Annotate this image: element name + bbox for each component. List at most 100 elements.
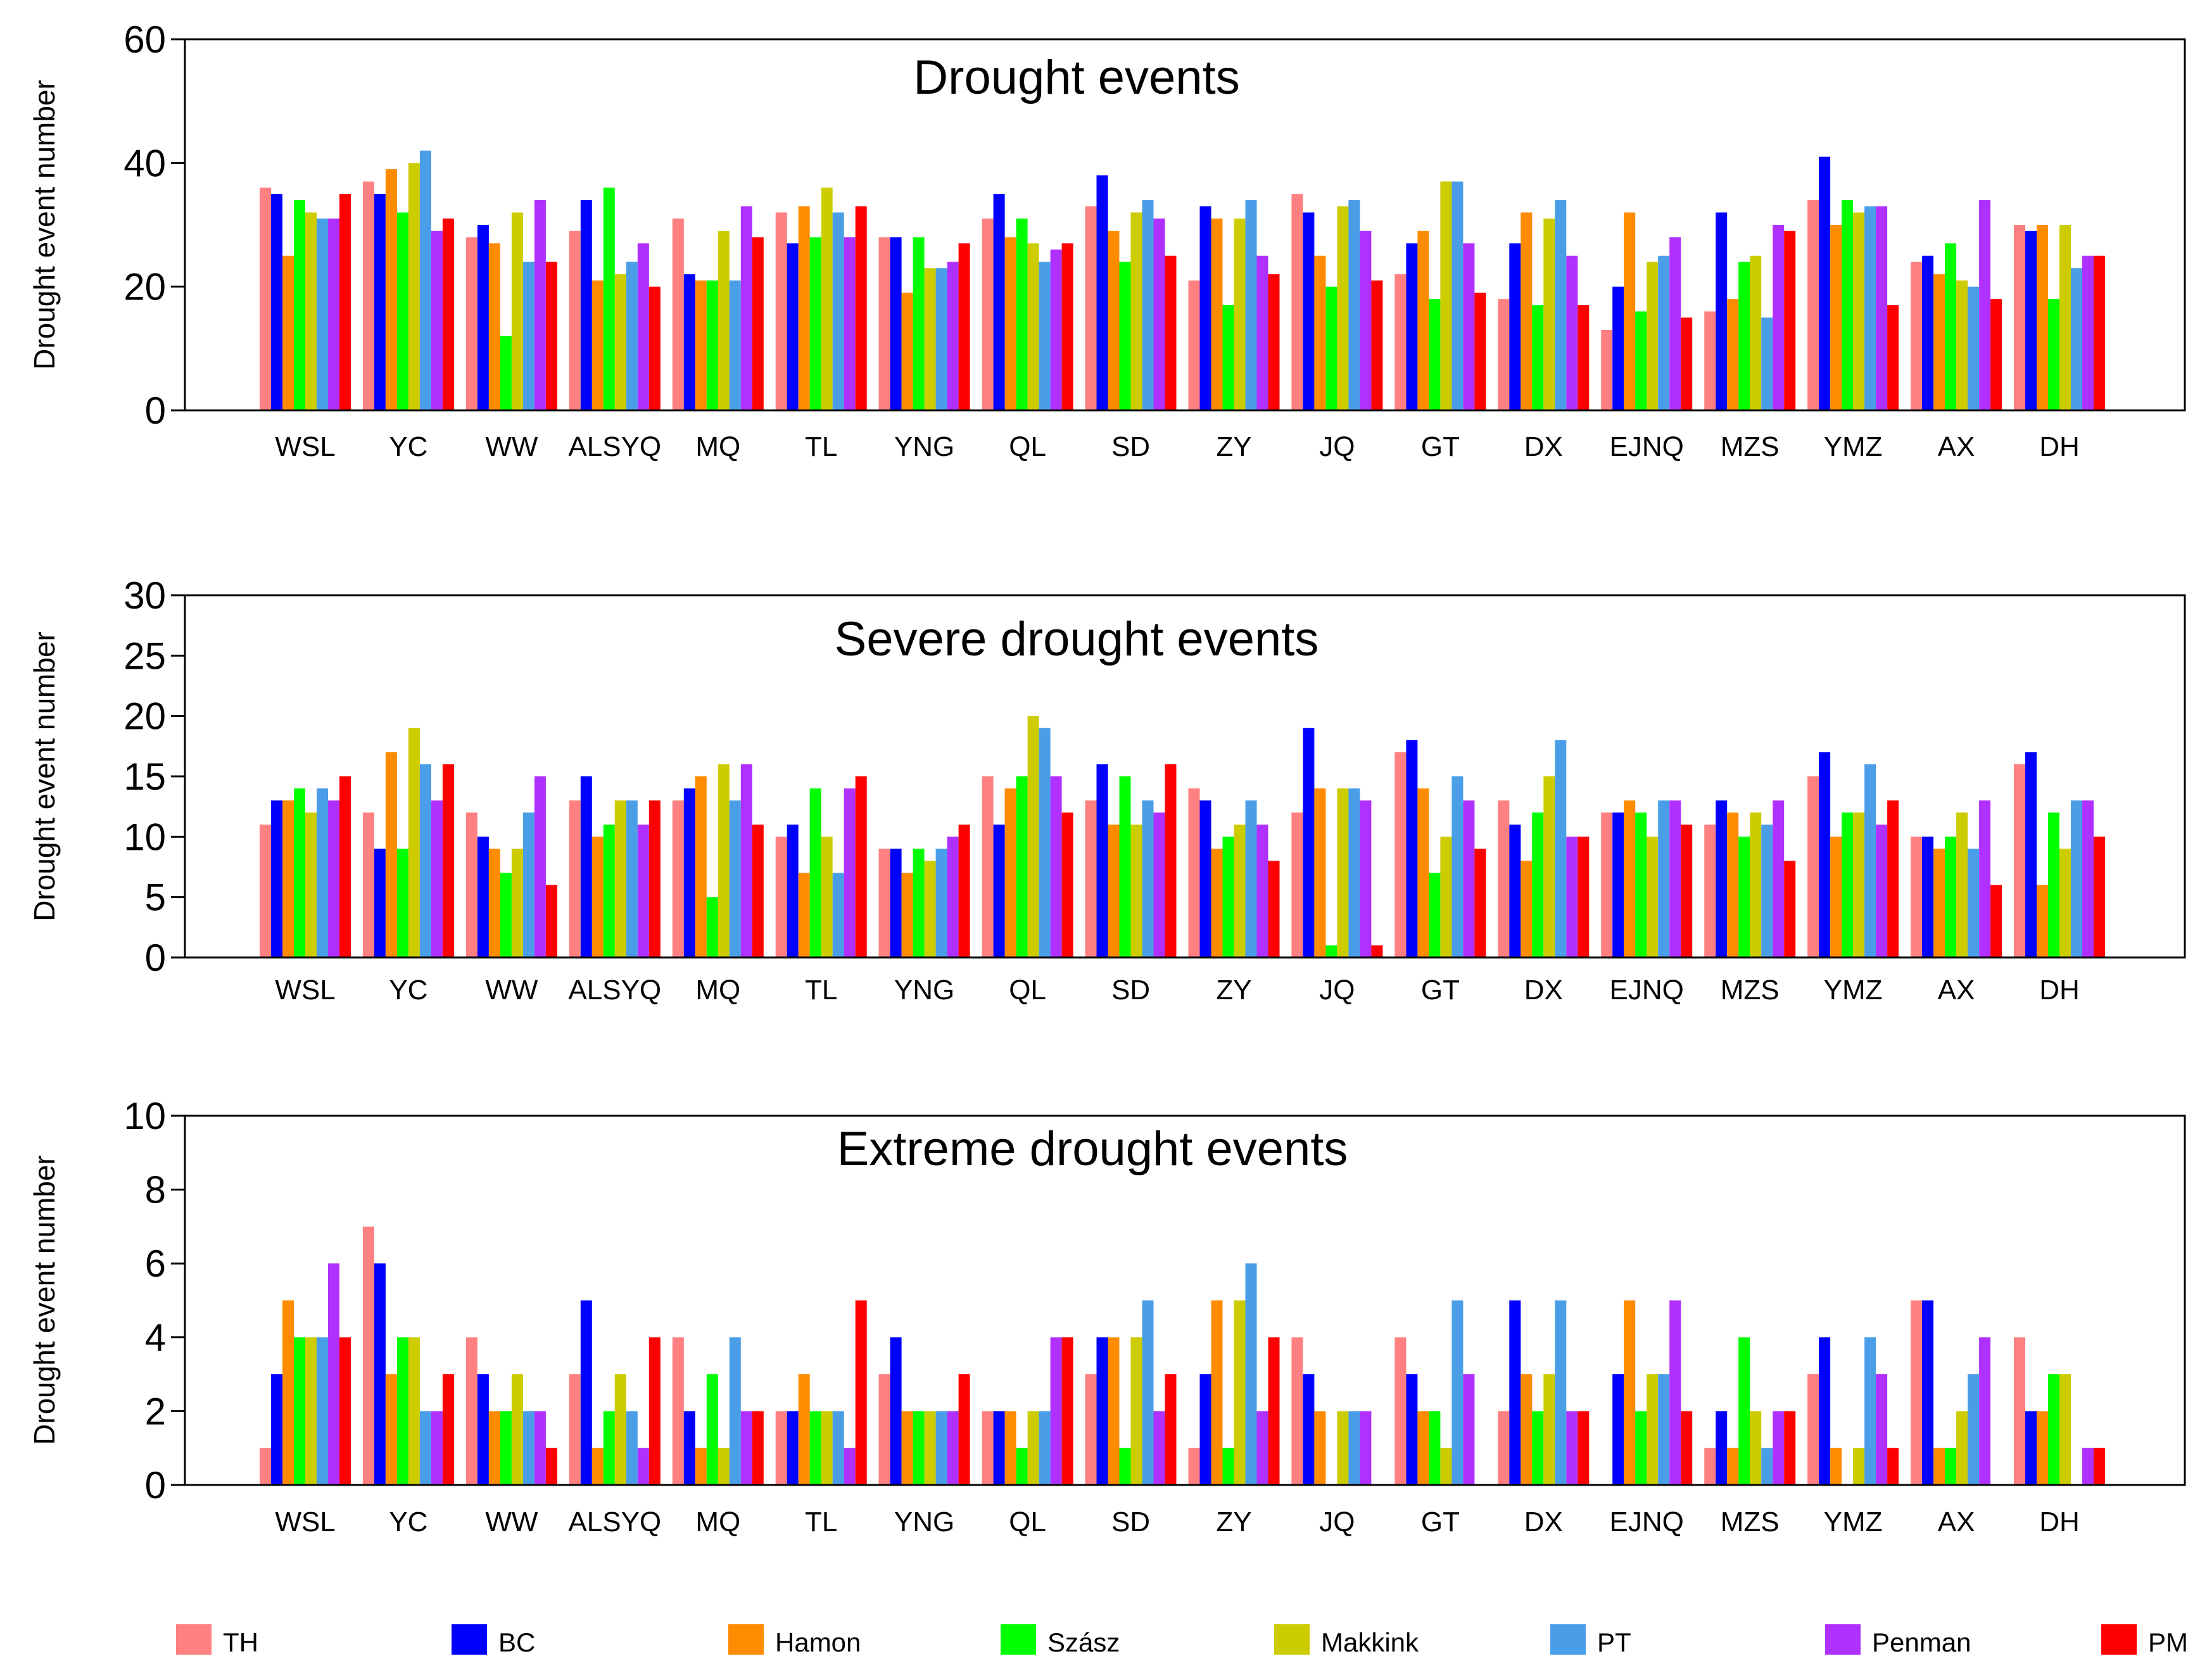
- bar-TL-PT: [832, 1411, 844, 1485]
- x-tick-label: TL: [805, 1506, 837, 1538]
- bar-DH-TH: [2014, 764, 2025, 957]
- bar-JQ-Hamon: [1314, 1411, 1326, 1485]
- bar-GT-Makkink: [1440, 1448, 1452, 1485]
- bar-EJNQ-Szász: [1635, 311, 1647, 410]
- bar-DX-TH: [1498, 800, 1510, 957]
- y-tick-label: 40: [123, 142, 166, 184]
- legend-label: PM: [2148, 1627, 2188, 1657]
- x-tick-label: ZY: [1216, 975, 1251, 1006]
- x-tick-label: TL: [805, 431, 837, 462]
- bar-WW-Szász: [500, 1411, 512, 1485]
- bar-QL-Hamon: [1004, 788, 1016, 957]
- x-tick-label: MZS: [1721, 975, 1780, 1006]
- bar-GT-Penman: [1463, 243, 1475, 410]
- bar-YC-Hamon: [385, 169, 397, 410]
- bar-QL-PM: [1061, 812, 1073, 957]
- bar-MZS-Szász: [1738, 262, 1750, 410]
- x-tick-label: WW: [485, 975, 538, 1006]
- bar-DX-PM: [1578, 837, 1590, 957]
- bar-WW-Penman: [534, 199, 546, 410]
- bar-ZY-Penman: [1256, 255, 1268, 410]
- bar-TL-PM: [855, 1300, 867, 1485]
- bar-YC-PT: [419, 1411, 431, 1485]
- bar-GT-TH: [1394, 1337, 1407, 1485]
- legend-item-Szász: Szász: [1001, 1624, 1120, 1657]
- bar-QL-BC: [993, 194, 1005, 410]
- bar-QL-PT: [1039, 728, 1051, 957]
- bar-YMZ-Makkink: [1853, 812, 1865, 957]
- bar-ALSYQ-Makkink: [614, 1374, 626, 1485]
- bar-ZY-TH: [1188, 788, 1200, 957]
- bar-YMZ-Szász: [1842, 812, 1854, 957]
- bar-WSL-PM: [339, 1337, 351, 1485]
- bar-DH-PT: [2071, 268, 2082, 410]
- x-tick-label: YC: [389, 975, 427, 1006]
- bar-GT-Hamon: [1417, 1411, 1429, 1485]
- legend-swatch: [1274, 1624, 1310, 1655]
- bar-YC-TH: [362, 181, 374, 410]
- bar-ALSYQ-Makkink: [614, 800, 626, 957]
- bar-YNG-Hamon: [901, 1411, 913, 1485]
- bar-MQ-PM: [752, 824, 764, 957]
- bar-QL-Szász: [1016, 1448, 1028, 1485]
- bar-DH-Penman: [2082, 800, 2094, 957]
- panel-title: Extreme drought events: [837, 1122, 1348, 1176]
- bar-JQ-PM: [1371, 945, 1383, 957]
- x-tick-label: EJNQ: [1610, 431, 1684, 462]
- bar-AX-PT: [1968, 1374, 1980, 1485]
- bar-YMZ-PM: [1887, 1448, 1899, 1485]
- bar-ZY-Penman: [1256, 824, 1268, 957]
- bar-MZS-BC: [1716, 800, 1728, 957]
- x-tick-label: AX: [1938, 431, 1975, 462]
- bar-TL-PT: [832, 212, 844, 410]
- legend-item-Makkink: Makkink: [1274, 1624, 1419, 1657]
- legend-item-Penman: Penman: [1825, 1624, 1971, 1657]
- bar-TL-TH: [775, 837, 787, 957]
- bar-TL-Hamon: [798, 206, 810, 410]
- x-tick-label: JQ: [1319, 431, 1355, 462]
- bar-JQ-Hamon: [1314, 255, 1326, 410]
- x-tick-label: WW: [485, 431, 538, 462]
- y-tick-label: 0: [145, 1464, 166, 1506]
- x-tick-label: ALSYQ: [568, 975, 661, 1006]
- bar-WSL-TH: [260, 187, 271, 410]
- bar-ALSYQ-Penman: [637, 243, 649, 410]
- bar-TL-Szász: [809, 788, 821, 957]
- plot-frame: [184, 38, 2186, 412]
- legend-swatch: [1001, 1624, 1036, 1655]
- bar-YC-BC: [374, 1263, 386, 1485]
- plot-frame: [184, 1115, 2186, 1486]
- bar-QL-PM: [1061, 243, 1073, 410]
- bar-GT-Hamon: [1417, 788, 1429, 957]
- bar-WSL-PT: [317, 788, 328, 957]
- x-tick-label: GT: [1421, 975, 1460, 1006]
- bar-DH-PM: [2094, 255, 2105, 410]
- bar-JQ-Makkink: [1337, 788, 1349, 957]
- bar-SD-BC: [1096, 175, 1108, 410]
- bar-EJNQ-Hamon: [1624, 800, 1636, 957]
- bar-YNG-Makkink: [924, 268, 936, 410]
- bar-TL-Penman: [844, 237, 856, 410]
- x-tick-label: ZY: [1216, 431, 1251, 462]
- bar-YNG-PM: [958, 243, 970, 410]
- bar-TL-PT: [832, 873, 844, 957]
- bar-AX-Penman: [1979, 1337, 1991, 1485]
- bar-GT-BC: [1406, 243, 1418, 410]
- bar-TL-Makkink: [821, 187, 833, 410]
- bar-QL-Penman: [1050, 776, 1062, 957]
- bar-EJNQ-TH: [1601, 812, 1613, 957]
- bar-AX-Penman: [1979, 800, 1991, 957]
- bar-TL-BC: [787, 824, 799, 957]
- bar-GT-Hamon: [1417, 231, 1429, 410]
- legend-swatch: [452, 1624, 487, 1655]
- bar-WSL-BC: [271, 800, 282, 957]
- bar-MQ-PM: [752, 237, 764, 410]
- x-tick-label: ALSYQ: [568, 1506, 661, 1538]
- bar-JQ-PT: [1348, 1411, 1360, 1485]
- bar-DH-Penman: [2082, 1448, 2094, 1485]
- bar-DX-Makkink: [1543, 1374, 1555, 1485]
- bar-WSL-Szász: [294, 199, 305, 410]
- x-tick-label: DX: [1524, 1506, 1563, 1538]
- bar-YMZ-Penman: [1876, 206, 1888, 410]
- bar-GT-BC: [1406, 1374, 1418, 1485]
